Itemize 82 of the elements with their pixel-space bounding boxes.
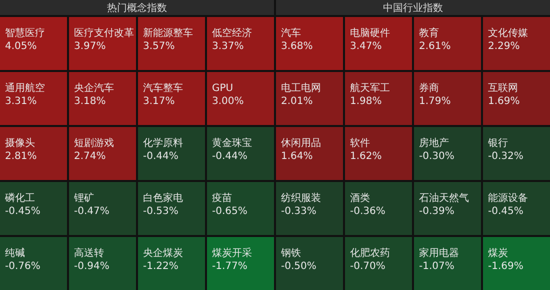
data-label: -1.77% [212,261,248,272]
category-label: 白色家电 [143,192,183,204]
data-label: 2.61% [419,41,451,52]
data-label: 1.64% [281,151,313,162]
category-label: 能源设备 [488,192,528,204]
data-label: 1.79% [419,96,451,107]
category-label: 房地产 [419,137,449,149]
data-label: -0.65% [212,206,248,217]
category-label: 汽车整车 [143,82,183,94]
category-label: 纺织服装 [281,192,321,204]
data-label: -0.53% [143,206,178,217]
data-label: -0.30% [419,151,454,162]
category-label: 电工电网 [281,82,321,94]
category-label: 互联网 [488,82,518,94]
data-label: -0.47% [74,206,110,217]
data-label: -0.45% [488,206,524,217]
category-label: 纯碱 [5,247,25,259]
data-label: -1.22% [143,261,178,272]
category-label: 锂矿 [73,192,94,204]
data-label: -0.33% [281,206,316,217]
data-label: 3.68% [281,41,313,52]
data-label: 2.74% [74,151,106,162]
data-label: 3.47% [350,41,382,52]
category-label: 化肥农药 [350,247,390,259]
data-label: 3.18% [74,96,106,107]
data-label: 4.05% [5,41,37,52]
category-label: 软件 [350,137,370,149]
category-label: 医疗支付改革 [74,27,134,39]
data-label: 2.01% [281,96,313,107]
data-label: 3.57% [143,41,175,52]
category-label: 券商 [419,82,439,94]
data-label: -0.50% [281,261,316,272]
category-label: 摄像头 [5,137,35,149]
data-label: 1.98% [350,96,382,107]
category-label: 钢铁 [280,247,301,259]
data-label: -0.45% [5,206,40,217]
category-label: 央企汽车 [74,82,114,94]
data-label: -0.39% [419,206,454,217]
data-label: 2.81% [5,151,37,162]
category-label: 文化传媒 [488,27,528,39]
category-label: 化学原料 [143,137,183,149]
category-label: 汽车 [281,27,301,39]
category-label: 央企煤炭 [143,247,183,259]
data-label: 3.17% [143,96,175,107]
category-label: 低空经济 [212,27,252,39]
category-label: 家用电器 [419,247,459,259]
data-label: -0.32% [488,151,524,162]
text: 中国行业指数 [383,2,443,14]
category-label: 短剧游戏 [74,137,114,149]
data-label: -0.36% [350,206,386,217]
data-label: 3.00% [212,96,244,107]
category-label: 教育 [419,27,439,39]
text: 热门概念指数 [107,2,167,14]
category-label: 磷化工 [4,192,35,204]
data-label: -0.44% [212,151,248,162]
data-label: -1.07% [419,261,454,272]
category-label: GPU [212,83,234,94]
category-label: 新能源整车 [143,27,193,39]
data-label: 3.31% [5,96,37,107]
category-label: 煤炭 [488,247,508,259]
category-label: 酒类 [350,192,370,204]
data-label: -1.69% [488,261,524,272]
data-label: -0.70% [350,261,386,272]
category-label: 疫苗 [212,192,232,204]
category-label: 航天军工 [350,82,390,94]
category-label: 通用航空 [5,82,45,94]
data-label: 1.62% [350,151,382,162]
data-label: -0.76% [5,261,40,272]
data-label: -0.94% [74,261,110,272]
category-label: 石油天然气 [419,192,469,204]
data-label: 3.37% [212,41,244,52]
data-label: -0.44% [143,151,178,162]
category-label: 高送转 [74,247,104,259]
data-label: 2.29% [488,41,520,52]
data-label: 1.69% [488,96,520,107]
category-label: 休闲用品 [281,137,321,149]
category-label: 智慧医疗 [5,27,45,39]
category-label: 黄金珠宝 [212,137,252,149]
category-label: 电脑硬件 [350,27,390,39]
data-label: 3.97% [74,41,106,52]
category-label: 煤炭开采 [212,247,252,259]
category-label: 银行 [487,138,508,149]
